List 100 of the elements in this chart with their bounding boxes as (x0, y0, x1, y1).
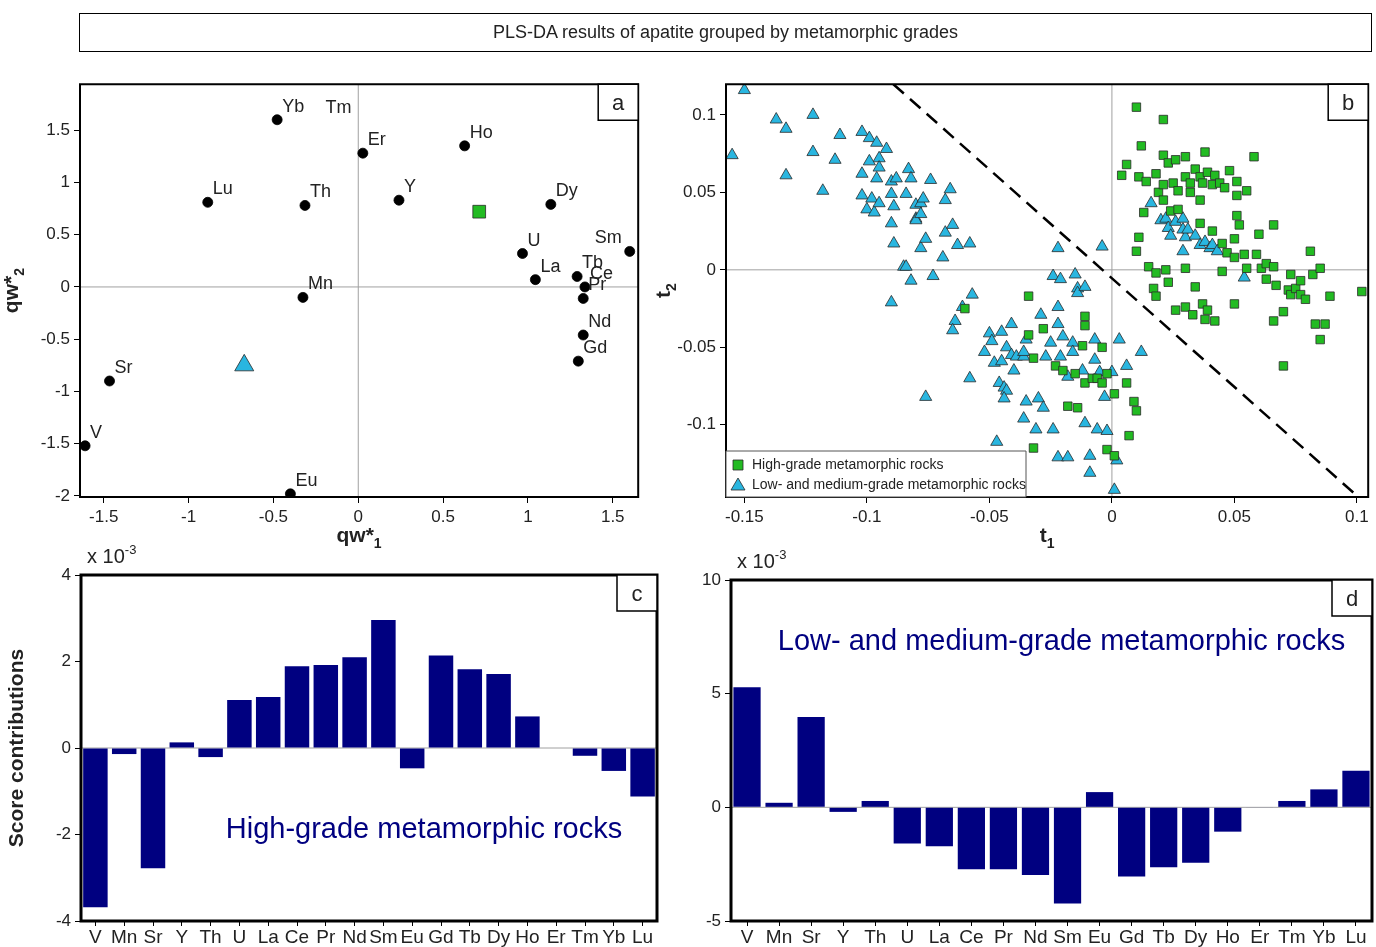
annotation: Tm (325, 97, 352, 118)
bar (169, 742, 195, 748)
point (297, 291, 309, 303)
bar (371, 619, 396, 748)
x-tick-label: U (232, 925, 247, 947)
bar (457, 669, 483, 748)
y-tick-label: 1 (60, 172, 70, 192)
y-tick-label: 0.05 (682, 182, 716, 202)
bar (1085, 792, 1114, 807)
data-label: Lu (212, 178, 233, 199)
x-tick-label: Yb (602, 925, 626, 947)
x-tick-label: Pr (316, 925, 336, 947)
legend-label: Low- and medium-grade metamorphic rocks (752, 475, 1026, 492)
x-tick-label: La (257, 925, 280, 947)
x-tick-label: Ho (515, 925, 540, 947)
y-tick-label: 0 (60, 276, 70, 296)
x-tick-label: Tm (571, 925, 599, 947)
x-tick-label: Y (175, 925, 189, 947)
data-label: U (527, 229, 541, 250)
y-tick-label: 0 (706, 259, 716, 279)
x-tick-label: -0.5 (258, 506, 289, 526)
x-tick-label: -0.15 (725, 506, 764, 526)
x-tick-label: La (928, 925, 951, 947)
data-label: Er (367, 129, 386, 150)
bar (957, 807, 985, 870)
point (577, 329, 589, 341)
y-tick-label: 2 (61, 651, 71, 671)
bar (428, 655, 454, 748)
y-tick-label: -2 (55, 824, 71, 844)
point (271, 114, 283, 126)
x-tick-label: 1 (523, 506, 533, 526)
bar (765, 802, 793, 807)
x-tick-label: Sr (143, 925, 164, 947)
x-tick-label: Th (199, 925, 222, 947)
bar (1053, 807, 1082, 904)
data-label: La (540, 255, 562, 276)
x-tick-label: Sr (801, 925, 822, 947)
data-label: Y (403, 176, 416, 197)
data-label: V (90, 421, 103, 442)
x-tick-label: Eu (400, 925, 424, 947)
y-tick-label: 10 (702, 569, 721, 589)
legend-label: High-grade metamorphic rocks (752, 455, 944, 472)
point (472, 204, 486, 219)
x-tick-label: -1.5 (89, 506, 119, 526)
x-tick-label: Mn (111, 925, 138, 947)
bar (1342, 770, 1370, 807)
point (299, 200, 311, 211)
bar (829, 807, 857, 812)
x-tick-label: -1 (181, 506, 197, 526)
x-tick-label: -0.1 (852, 506, 882, 526)
data-label: Yb (282, 95, 305, 116)
x-tick-label: Yb (1312, 925, 1336, 947)
bar (399, 748, 425, 769)
y-tick-label: 1.5 (46, 119, 70, 139)
bar (255, 696, 281, 748)
data-label: Ho (469, 121, 493, 142)
data-label: Sm (594, 227, 622, 248)
point (202, 196, 214, 208)
x-tick-label: Sm (369, 925, 398, 947)
y-tick-label: -1.5 (40, 433, 70, 453)
point (624, 246, 636, 257)
data-label: Mn (307, 273, 333, 294)
data-label: Eu (295, 469, 318, 490)
annotation: High-grade metamorphic rocks (225, 811, 623, 844)
x-tick-label: Gd (428, 925, 454, 947)
x-tick-label: Tb (458, 925, 481, 947)
y-tick-label: -1 (54, 381, 70, 401)
point (284, 488, 296, 497)
y-tick-label: -0.05 (677, 337, 716, 356)
point (545, 198, 557, 210)
y-axis-title: qw*2 (0, 267, 28, 314)
x-tick-label: Sm (1053, 925, 1082, 947)
y-tick-label: 0.1 (692, 104, 716, 124)
x-tick-label: Ce (959, 925, 984, 947)
data-label: Sr (114, 357, 133, 377)
x-tick-label: Dy (1184, 925, 1208, 947)
x-tick-label: Tm (1278, 925, 1306, 947)
bar (797, 717, 825, 807)
x-tick-label: Er (1250, 925, 1270, 947)
bar (861, 800, 889, 807)
y-tick-label: 5 (711, 683, 721, 703)
x-tick-label: V (740, 925, 754, 947)
x-tick-label: Eu (1087, 925, 1112, 947)
bar (1214, 807, 1242, 832)
x-tick-label: Mn (765, 925, 793, 947)
x-tick-label: Nd (342, 925, 367, 947)
x-tick-label: Nd (1023, 925, 1048, 947)
bar (733, 687, 761, 807)
annotation: a (612, 90, 626, 116)
bar (630, 748, 655, 797)
point (80, 440, 91, 452)
x-tick-label: Ho (1215, 925, 1240, 947)
bar (1021, 807, 1050, 876)
x-tick-label: V (89, 925, 103, 947)
x-tick-label: U (900, 925, 915, 947)
y-tick-label: -4 (55, 910, 71, 930)
y-tick-label: 4 (61, 564, 71, 584)
bar (989, 807, 1018, 870)
bar (1118, 807, 1146, 877)
point (572, 355, 584, 367)
